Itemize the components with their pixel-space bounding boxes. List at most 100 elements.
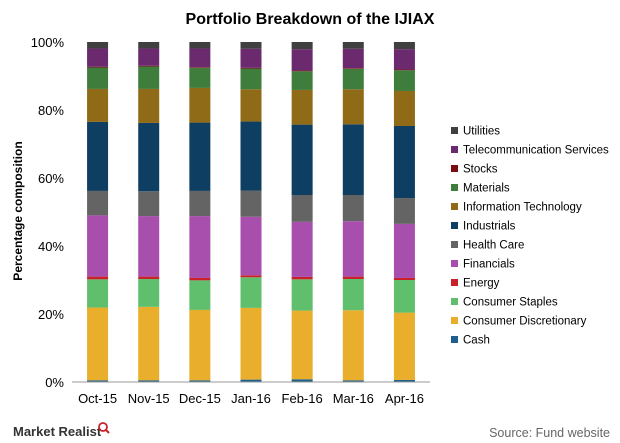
bar-segment <box>291 70 313 72</box>
legend-item: Consumer Staples <box>463 297 558 309</box>
bar-segment <box>189 216 211 278</box>
bar-segment <box>342 68 364 90</box>
x-tick-label: Jan-16 <box>231 391 271 406</box>
bar-segment <box>87 190 109 216</box>
bar-segment <box>291 379 313 382</box>
bar-segment <box>342 48 364 69</box>
bar-segment <box>138 66 160 89</box>
bar-segment <box>240 277 262 308</box>
bar-segment <box>393 125 415 199</box>
bar-segment <box>138 380 160 382</box>
bar-segment <box>189 380 211 382</box>
bar-segment <box>240 42 262 49</box>
bar-segment <box>291 89 313 125</box>
bar-segment <box>138 65 160 67</box>
y-tick-label: 100% <box>31 35 65 50</box>
bar-segment <box>393 90 415 126</box>
bar-segment <box>291 49 313 71</box>
y-tick-label: 0% <box>45 375 64 390</box>
bar-segment <box>240 379 262 382</box>
bar-segment <box>342 89 364 125</box>
legend-item: Materials <box>463 183 510 195</box>
bar-segment <box>342 124 364 195</box>
bar-segment <box>393 69 415 71</box>
legend-swatch <box>451 336 458 343</box>
bar-segment <box>87 67 109 89</box>
bar-segment <box>393 198 415 224</box>
bar-segment <box>240 190 262 217</box>
bar-segment <box>138 191 160 217</box>
legend-item: Information Technology <box>463 202 582 214</box>
bar-segment <box>87 88 109 122</box>
bar-segment <box>342 380 364 382</box>
bar-segment <box>189 277 211 281</box>
legend-swatch <box>451 184 458 191</box>
bar-segment <box>240 216 262 276</box>
bar-segment <box>138 88 160 123</box>
bar-segment <box>393 223 415 278</box>
y-axis-ticks: 0% 20% 40% 60% 80% 100% <box>31 35 65 390</box>
x-tick-label: Mar-16 <box>333 391 374 406</box>
x-tick-label: Apr-16 <box>385 391 424 406</box>
x-axis-ticks: Oct-15 Nov-15 Dec-15 Jan-16 Feb-16 Mar-16 Apr-… <box>78 391 424 406</box>
bar-segment <box>342 276 364 279</box>
legend-item: Utilities <box>463 126 500 138</box>
legend-swatch <box>451 241 458 248</box>
bar-segment <box>189 309 211 381</box>
bar-segment <box>291 71 313 90</box>
bar-segment <box>342 278 364 311</box>
bar-segment <box>87 215 109 277</box>
bar-segment <box>342 68 364 69</box>
bar-segment <box>138 276 160 279</box>
brand-name: Market Realist <box>13 424 102 439</box>
y-tick-label: 60% <box>38 171 64 186</box>
legend-item: Stocks <box>463 164 498 176</box>
y-tick-label: 40% <box>38 239 64 254</box>
bar-segment <box>138 122 160 192</box>
legend-swatch <box>451 146 458 153</box>
bar-segment <box>240 121 262 191</box>
bar-segment <box>189 67 211 68</box>
bar-segment <box>291 42 313 50</box>
bar-segment <box>393 277 415 280</box>
bar-segment <box>291 276 313 280</box>
legend-swatch <box>451 260 458 267</box>
legend: Utilities Telecommunication Services Stock… <box>451 126 609 347</box>
legend-item: Industrials <box>463 221 516 233</box>
x-tick-label: Nov-15 <box>128 391 170 406</box>
bar-segment <box>189 122 211 191</box>
bar-segment <box>240 68 262 90</box>
legend-item: Consumer Discretionary <box>463 316 587 328</box>
source-note: Source: Fund website <box>489 426 610 440</box>
bar-segment <box>291 310 313 380</box>
bar-segment <box>342 195 364 222</box>
y-axis-label: Percentage composition <box>11 141 25 280</box>
legend-item: Energy <box>463 278 500 290</box>
legend-swatch <box>451 222 458 229</box>
chart-title: Portfolio Breakdown of the IJIAX <box>186 11 435 28</box>
y-tick-label: 80% <box>38 103 64 118</box>
bar-segment <box>342 221 364 277</box>
bar-segment <box>189 42 211 49</box>
bar-segment <box>342 310 364 381</box>
bar-segment <box>240 48 262 68</box>
bar-segment <box>393 280 415 313</box>
bar-segment <box>87 279 109 308</box>
legend-swatch <box>451 279 458 286</box>
bar-segment <box>291 221 313 277</box>
bar-segment <box>87 66 109 68</box>
bar-segment <box>240 89 262 122</box>
bar-segment <box>87 276 109 280</box>
bar-segment <box>393 379 415 382</box>
bar-segment <box>189 190 211 217</box>
bar-segment <box>189 280 211 310</box>
bar-segment <box>393 312 415 380</box>
bar-segment <box>138 306 160 381</box>
bars-group <box>87 42 415 382</box>
bar-segment <box>138 42 160 49</box>
legend-swatch <box>451 317 458 324</box>
bar-segment <box>393 70 415 91</box>
bar-segment <box>291 279 313 311</box>
bar-segment <box>189 87 211 123</box>
